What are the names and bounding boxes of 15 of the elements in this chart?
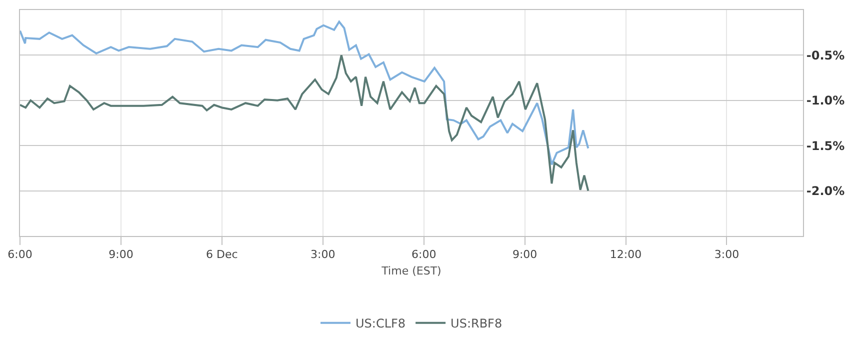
y-tick-label: -0.5% [806,48,845,62]
x-tick-label: 6:00 [411,248,436,262]
x-tick-label: 9:00 [108,248,134,262]
x-tick-label: 3:00 [310,248,336,262]
y-tick-label: -2.0% [806,184,845,198]
x-tick-label: 3:00 [714,248,740,262]
x-tick-label: 6:00 [8,248,32,262]
x-tick-label: 9:00 [512,248,538,262]
x-axis-title: Time (EST) [380,264,442,278]
x-tick-label: 6 Dec [206,248,238,262]
legend-label: US:CLF8 [356,316,406,330]
x-tick-label: 12:00 [610,248,642,262]
legend-label: US:RBF8 [450,316,502,330]
y-tick-label: -1.0% [806,94,845,108]
y-tick-label: -1.5% [806,138,845,153]
